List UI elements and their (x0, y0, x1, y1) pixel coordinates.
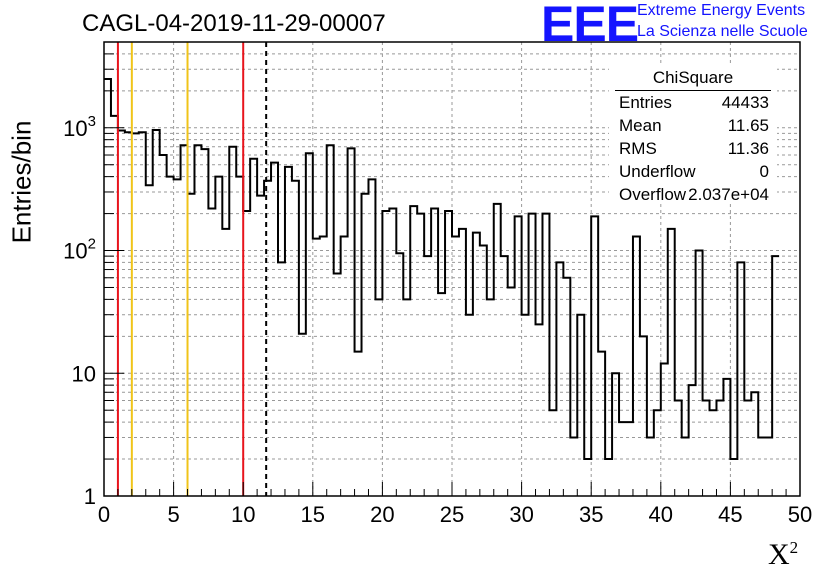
grid-lines (104, 42, 800, 496)
stats-key: Mean (619, 116, 662, 135)
stats-row-entries: Entries 44433 (619, 93, 769, 115)
histogram-series (104, 77, 780, 461)
stats-value: 11.36 (727, 139, 769, 158)
stats-value: 2.037e+04 (688, 185, 769, 204)
x-tick-label: 10 (231, 502, 255, 527)
stats-divider (615, 90, 771, 91)
x-tick-label: 25 (440, 502, 464, 527)
x-tick-label: 0 (98, 502, 110, 527)
x-axis-label: X2 (768, 538, 798, 572)
y-tick-label: 10 (72, 361, 96, 386)
logo-text-line2: La Scienza nelle Scuole (637, 23, 808, 40)
logo-text-line1: Extreme Energy Events (637, 2, 806, 19)
x-tick-label: 20 (370, 502, 394, 527)
y-tick-label: 1 (84, 484, 96, 509)
stats-row-overflow: Overflow 2.037e+04 (619, 185, 769, 207)
x-tick-label: 30 (509, 502, 533, 527)
stats-row-mean: Mean 11.65 (619, 116, 769, 138)
x-tick-label: 5 (167, 502, 179, 527)
stats-value: 0 (759, 162, 769, 181)
x-axis-label-base: X (768, 538, 790, 571)
y-tick-label: 103 (63, 113, 96, 141)
stats-title: ChiSquare (652, 68, 734, 87)
stats-key: Overflow (619, 185, 687, 204)
x-tick-label: 50 (788, 502, 812, 527)
x-tick-label: 35 (579, 502, 603, 527)
y-tick-label: 102 (63, 236, 96, 264)
stats-row-rms: RMS 11.36 (619, 139, 769, 161)
chart-title: CAGL-04-2019-11-29-00007 (82, 10, 386, 37)
histogram-line (104, 77, 780, 461)
x-tick-label: 15 (301, 502, 325, 527)
stats-value: 11.65 (727, 116, 769, 135)
stats-row-underflow: Underflow 0 (619, 162, 769, 184)
x-tick-label: 40 (649, 502, 673, 527)
reference-lines (116, 42, 268, 496)
eee-logo: EEE (541, 0, 639, 52)
x-axis-label-exponent: 2 (789, 538, 799, 557)
x-tick-label: 45 (718, 502, 742, 527)
axis-ticks (103, 41, 801, 497)
stats-box: ChiSquare Entries 44433 Mean 11.65 RMS 1… (609, 66, 777, 204)
tick-labels: 0 5 10 15 20 25 30 35 40 45 50 1 10 102 103 (63, 113, 812, 527)
stats-key: Underflow (619, 162, 696, 181)
stats-key: Entries (619, 93, 672, 112)
stats-key: RMS (619, 139, 657, 158)
y-axis-label: Entries/bin (6, 120, 37, 244)
stats-value: 44433 (721, 93, 769, 112)
